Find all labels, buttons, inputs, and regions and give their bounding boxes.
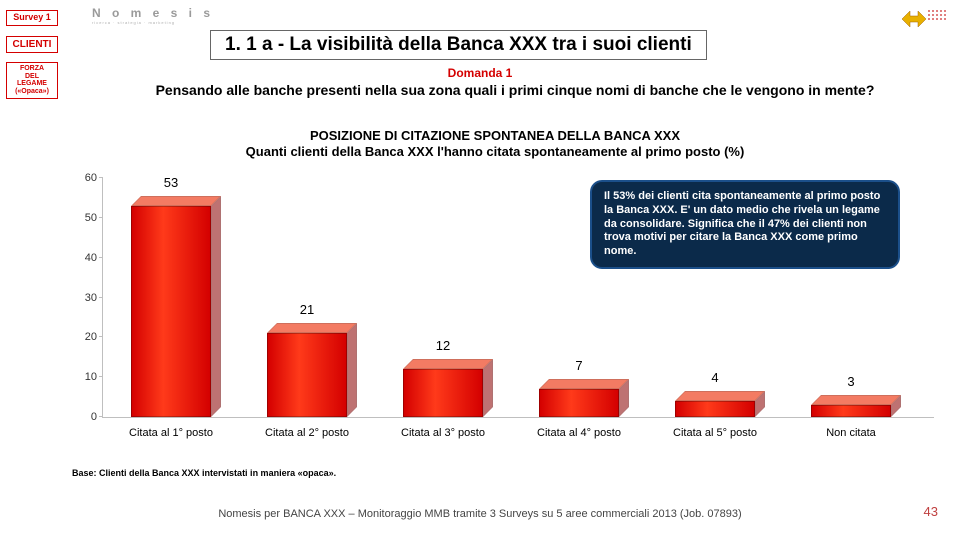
y-tick-label: 30: [73, 292, 97, 304]
bar-value-label: 12: [403, 338, 483, 353]
bar: 4: [675, 401, 755, 417]
bar-chart: 010203040506053Citata al 1° posto21Citat…: [72, 178, 934, 450]
x-category-label: Citata al 2° posto: [265, 427, 349, 439]
slide-title: 1. 1 a - La visibilità della Banca XXX t…: [210, 30, 707, 60]
y-tick-label: 20: [73, 331, 97, 343]
x-category-label: Citata al 3° posto: [401, 427, 485, 439]
x-category-label: Citata al 5° posto: [673, 427, 757, 439]
y-tick-label: 40: [73, 252, 97, 264]
y-tick-label: 50: [73, 212, 97, 224]
x-category-label: Citata al 4° posto: [537, 427, 621, 439]
bar-value-label: 21: [267, 302, 347, 317]
bar: 3: [811, 405, 891, 417]
y-tick-label: 0: [73, 411, 97, 423]
footer-text: Nomesis per BANCA XXX – Monitoraggio MMB…: [0, 508, 960, 520]
survey-question: Pensando alle banche presenti nella sua …: [110, 82, 920, 100]
bar-value-label: 7: [539, 358, 619, 373]
bar: 7: [539, 389, 619, 417]
brand-name: N o m e s i s: [92, 6, 214, 20]
bar: 53: [131, 206, 211, 417]
sidebar-survey: Survey 1: [6, 10, 58, 26]
brand-sub: ricerca · strategia · marketing: [92, 20, 175, 25]
bar: 21: [267, 333, 347, 417]
bar-value-label: 3: [811, 374, 891, 389]
domanda-label: Domanda 1: [0, 66, 960, 80]
slide: Survey 1 CLIENTI FORZA DEL LEGAME («Opac…: [0, 0, 960, 540]
bar-value-label: 53: [131, 175, 211, 190]
y-tick-label: 10: [73, 371, 97, 383]
sidebar-clienti: CLIENTI: [6, 36, 58, 53]
bar-value-label: 4: [675, 370, 755, 385]
page-number: 43: [924, 504, 938, 519]
plot-area: 010203040506053Citata al 1° posto21Citat…: [102, 178, 934, 418]
chart-subhead: POSIZIONE DI CITAZIONE SPONTANEA DELLA B…: [70, 128, 920, 161]
corner-decoration-icon: [896, 6, 946, 32]
base-note: Base: Clienti della Banca XXX intervista…: [72, 468, 336, 478]
y-tick-label: 60: [73, 172, 97, 184]
x-category-label: Non citata: [826, 427, 876, 439]
x-category-label: Citata al 1° posto: [129, 427, 213, 439]
bar: 12: [403, 369, 483, 417]
